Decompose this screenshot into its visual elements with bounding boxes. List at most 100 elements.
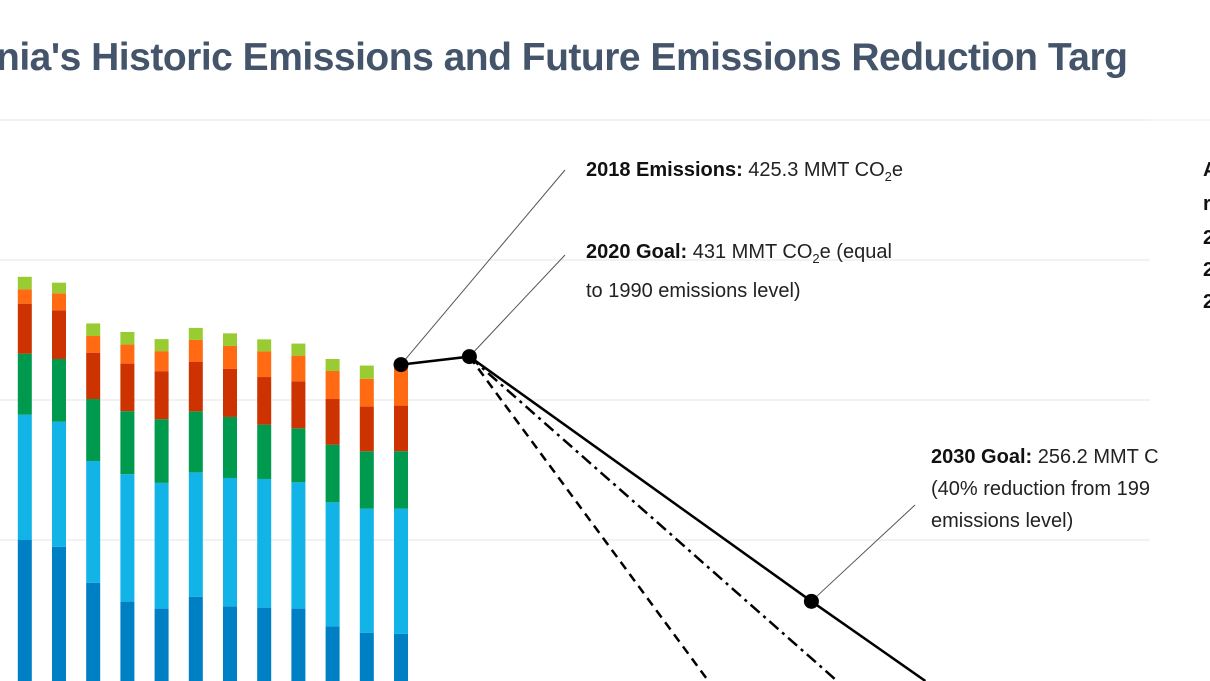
bar-segment-2008-5 (52, 282, 66, 294)
annotation-note: emissions level) (931, 510, 1074, 532)
bar-segment-2007-5 (17, 276, 32, 290)
bar-segment-2015-2 (291, 428, 306, 483)
pathway-solid (400, 355, 927, 681)
bar-segment-2018-1 (394, 508, 408, 634)
annotation-note: to 1990 emissions level) (586, 280, 801, 302)
bar-segment-2007-0 (17, 540, 32, 681)
bar-segment-2015-3 (291, 381, 306, 429)
bar-segment-2012-5 (188, 327, 203, 340)
bar-segment-2015-5 (291, 343, 306, 356)
bar-segment-2011-5 (154, 339, 169, 352)
marker-2018 (393, 357, 409, 373)
bar-segment-2016-1 (325, 502, 340, 627)
bar-segment-2018-2 (394, 451, 408, 509)
bar-segment-2013-0 (223, 606, 237, 681)
bar-segment-2009-4 (86, 336, 101, 353)
bar-segment-2012-4 (188, 339, 203, 362)
annotation-value: 431 MMT CO (687, 241, 813, 263)
bar-segment-2008-3 (52, 310, 66, 359)
bar-segment-2011-4 (154, 351, 169, 372)
bar-segment-2014-0 (257, 607, 272, 681)
bar-segment-2009-2 (86, 399, 101, 462)
bar-segment-2007-2 (17, 353, 32, 415)
cropped-text: A (1203, 156, 1210, 185)
bar-segment-2014-1 (257, 478, 272, 608)
annotation-value: 425.3 MMT CO (742, 159, 885, 181)
bar-segment-2018-3 (394, 405, 408, 452)
leader-line (400, 169, 566, 365)
bar-segment-2014-3 (257, 377, 272, 425)
annotation-value: 256.2 MMT C (1032, 446, 1159, 468)
bar-segment-2010-0 (120, 601, 135, 681)
bar-segment-2009-1 (86, 461, 101, 583)
bar-segment-2014-2 (257, 424, 272, 479)
cropped-text: 2 (1203, 259, 1210, 281)
annotation-2020-goal: 2020 Goal: 431 MMT CO2e (equal to 1990 e… (586, 236, 892, 307)
annotation-note: (40% reduction from 199 (931, 478, 1151, 500)
marker-2030 (803, 593, 819, 609)
bar-segment-2015-0 (291, 608, 306, 681)
bar-segment-2010-4 (120, 344, 135, 364)
bar-segment-2008-1 (52, 421, 66, 547)
bar-segment-2012-1 (188, 472, 203, 597)
bar-segment-2009-3 (86, 352, 101, 400)
leader-line (811, 504, 916, 602)
cropped-text: 2 (1203, 227, 1210, 249)
bar-segment-2010-2 (120, 411, 135, 475)
bar-segment-2013-3 (223, 368, 237, 417)
bar-segment-2017-5 (359, 365, 374, 379)
annotation-label: 2020 Goal: (586, 241, 688, 263)
annotation-label: 2030 Goal: (931, 446, 1033, 468)
bar-segment-2017-2 (359, 451, 374, 509)
bar-segment-2013-5 (223, 333, 237, 346)
bar-segment-2015-4 (291, 355, 306, 382)
bar-segment-2015-1 (291, 482, 306, 609)
bar-segment-2011-1 (154, 482, 169, 609)
marker-2020 (461, 349, 477, 365)
bar-segment-2013-2 (223, 416, 237, 478)
bar-segment-2017-4 (359, 378, 374, 407)
bar-segment-2013-4 (223, 345, 237, 369)
bar-segment-2011-2 (154, 419, 169, 483)
bar-segment-2010-3 (120, 363, 135, 412)
bar-segment-2016-0 (325, 626, 340, 681)
bar-segment-2010-1 (120, 474, 135, 602)
bar-segment-2012-0 (188, 596, 203, 681)
annotation-label: 2018 Emissions: (586, 159, 743, 181)
bar-segment-2016-2 (325, 444, 340, 503)
bar-segment-2014-5 (257, 339, 272, 352)
annotation-unit: e (891, 159, 904, 181)
chart-title: nia's Historic Emissions and Future Emis… (0, 36, 1128, 79)
bar-segment-2016-5 (325, 358, 340, 372)
bar-segment-2016-4 (325, 371, 340, 400)
bar-segment-2012-3 (188, 361, 203, 412)
bar-segment-2009-5 (86, 323, 101, 337)
bar-segment-2011-3 (154, 371, 169, 420)
subscript: 2 (812, 251, 820, 266)
cropped-text: r (1203, 193, 1210, 215)
bar-segment-2007-3 (17, 303, 32, 354)
bar-segment-2009-0 (86, 582, 101, 681)
bar-segment-2007-4 (17, 289, 32, 304)
bar-segment-2016-3 (325, 399, 340, 445)
bar-segment-2010-5 (120, 331, 135, 345)
bar-segment-2018-0 (394, 633, 408, 681)
bar-segment-2008-4 (52, 293, 66, 311)
bar-segment-2017-0 (359, 632, 374, 681)
bar-segment-2008-0 (52, 546, 66, 681)
pathway-dashed (468, 355, 710, 681)
bar-segment-2007-1 (17, 414, 32, 540)
annotation-2030-goal: 2030 Goal: 256.2 MMT C (40% reduction fr… (931, 441, 1159, 537)
subscript: 2 (884, 169, 892, 184)
bar-segment-2017-3 (359, 406, 374, 452)
bar-segment-2017-1 (359, 508, 374, 633)
bar-segment-2014-4 (257, 351, 272, 378)
pathway-dash-dot (468, 355, 838, 681)
bar-segment-2008-2 (52, 358, 66, 422)
bar-segment-2011-0 (154, 608, 169, 681)
annotation-unit: e (equal (819, 241, 892, 263)
bar-segment-2012-2 (188, 411, 203, 473)
bar-segment-2018-4 (394, 368, 408, 406)
